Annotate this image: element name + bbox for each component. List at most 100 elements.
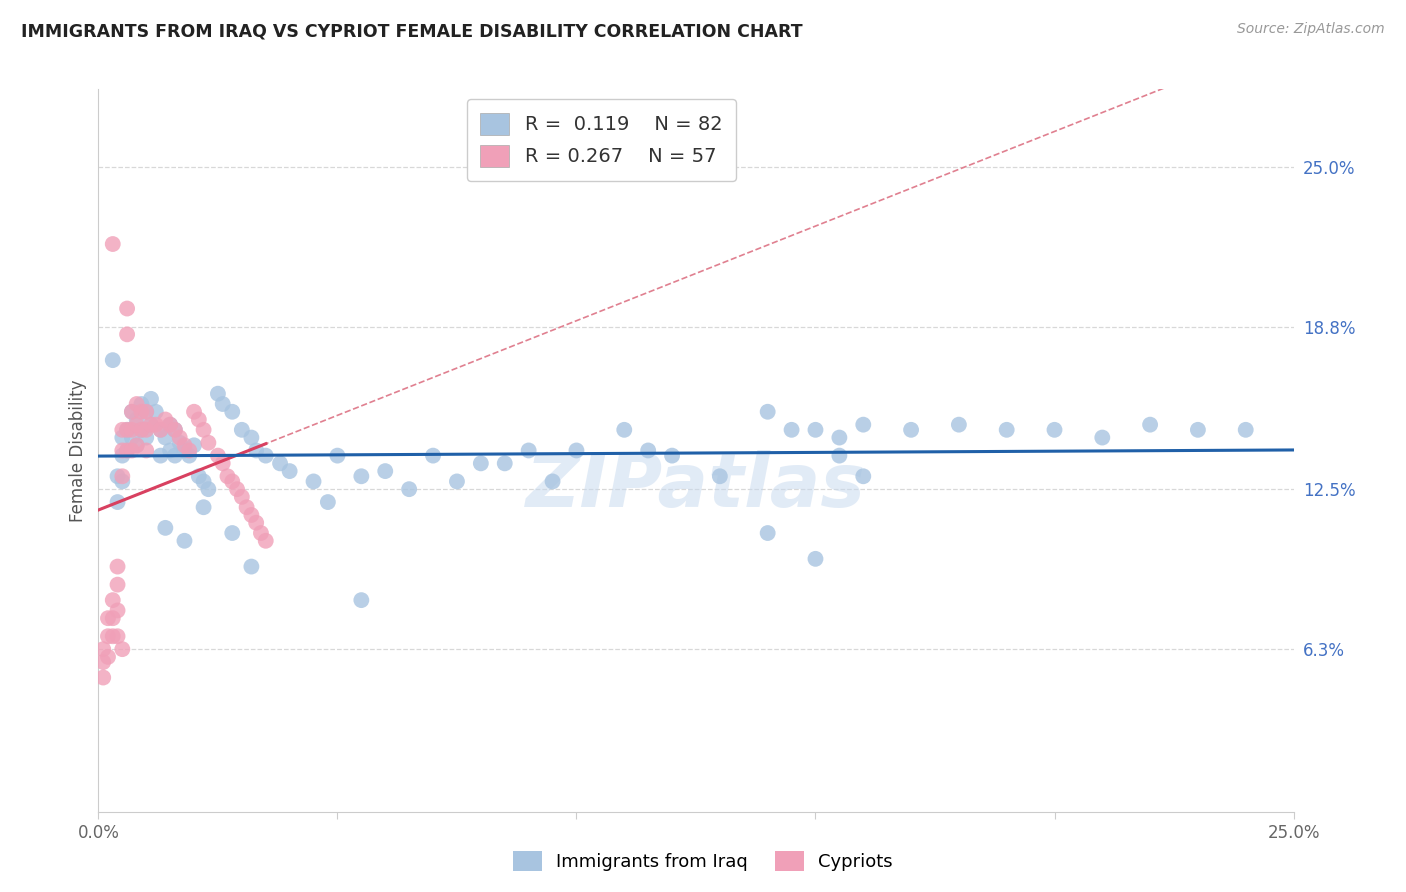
Point xyxy=(221,526,243,541)
Point xyxy=(193,475,215,489)
Point xyxy=(193,500,215,515)
Point xyxy=(446,475,468,489)
Point xyxy=(131,423,153,437)
Point xyxy=(852,469,875,483)
Point xyxy=(107,469,129,483)
Point xyxy=(121,431,143,445)
Point xyxy=(193,423,215,437)
Point xyxy=(254,449,277,463)
Point xyxy=(661,449,683,463)
Point xyxy=(107,603,129,617)
Point xyxy=(121,405,143,419)
Point xyxy=(111,443,134,458)
Point xyxy=(240,559,263,574)
Point xyxy=(250,526,273,541)
Point xyxy=(131,423,153,437)
Point xyxy=(115,327,138,342)
Point xyxy=(948,417,970,432)
Point xyxy=(163,449,186,463)
Point xyxy=(135,443,157,458)
Point xyxy=(97,649,120,664)
Point xyxy=(91,655,114,669)
Point xyxy=(254,533,277,548)
Point xyxy=(207,386,229,401)
Point xyxy=(125,438,148,452)
Legend: Immigrants from Iraq, Cypriots: Immigrants from Iraq, Cypriots xyxy=(506,844,900,879)
Point xyxy=(125,412,148,426)
Point xyxy=(115,423,138,437)
Point xyxy=(173,443,195,458)
Point xyxy=(111,469,134,483)
Point xyxy=(101,237,124,252)
Point xyxy=(111,642,134,657)
Point xyxy=(179,449,201,463)
Point xyxy=(350,469,373,483)
Point xyxy=(900,423,922,437)
Point xyxy=(245,516,267,530)
Point xyxy=(709,469,731,483)
Point xyxy=(221,475,243,489)
Point xyxy=(97,611,120,625)
Point xyxy=(107,559,129,574)
Point xyxy=(131,397,153,411)
Point xyxy=(804,423,827,437)
Point xyxy=(159,417,181,432)
Point xyxy=(139,417,162,432)
Point xyxy=(169,435,191,450)
Y-axis label: Female Disability: Female Disability xyxy=(69,379,87,522)
Point xyxy=(107,577,129,591)
Point xyxy=(269,456,291,470)
Point xyxy=(139,417,162,432)
Point xyxy=(302,475,325,489)
Point xyxy=(125,417,148,432)
Point xyxy=(111,423,134,437)
Point xyxy=(613,423,636,437)
Point xyxy=(111,475,134,489)
Point xyxy=(107,495,129,509)
Point xyxy=(159,443,181,458)
Point xyxy=(187,469,209,483)
Point xyxy=(179,443,201,458)
Point xyxy=(183,438,205,452)
Point xyxy=(121,423,143,437)
Point xyxy=(115,423,138,437)
Point xyxy=(101,611,124,625)
Point xyxy=(155,431,177,445)
Point xyxy=(211,456,233,470)
Point xyxy=(756,526,779,541)
Point xyxy=(183,405,205,419)
Point xyxy=(541,475,564,489)
Point xyxy=(374,464,396,478)
Point xyxy=(131,405,153,419)
Point xyxy=(121,405,143,419)
Point xyxy=(97,629,120,643)
Point xyxy=(135,405,157,419)
Point xyxy=(149,423,172,437)
Point xyxy=(149,423,172,437)
Point xyxy=(1043,423,1066,437)
Point xyxy=(163,423,186,437)
Point xyxy=(115,301,138,316)
Text: ZIPatlas: ZIPatlas xyxy=(526,450,866,523)
Point xyxy=(804,551,827,566)
Point xyxy=(828,449,851,463)
Point xyxy=(125,397,148,411)
Point xyxy=(470,456,492,470)
Point xyxy=(326,449,349,463)
Point xyxy=(139,392,162,406)
Point xyxy=(240,431,263,445)
Point xyxy=(135,423,157,437)
Point xyxy=(159,417,181,432)
Point xyxy=(163,423,186,437)
Point xyxy=(995,423,1018,437)
Point xyxy=(197,435,219,450)
Point xyxy=(211,397,233,411)
Point xyxy=(155,521,177,535)
Point xyxy=(145,417,167,432)
Point xyxy=(1091,431,1114,445)
Point xyxy=(217,469,239,483)
Point xyxy=(316,495,339,509)
Point xyxy=(91,671,114,685)
Text: IMMIGRANTS FROM IRAQ VS CYPRIOT FEMALE DISABILITY CORRELATION CHART: IMMIGRANTS FROM IRAQ VS CYPRIOT FEMALE D… xyxy=(21,22,803,40)
Point xyxy=(115,443,138,458)
